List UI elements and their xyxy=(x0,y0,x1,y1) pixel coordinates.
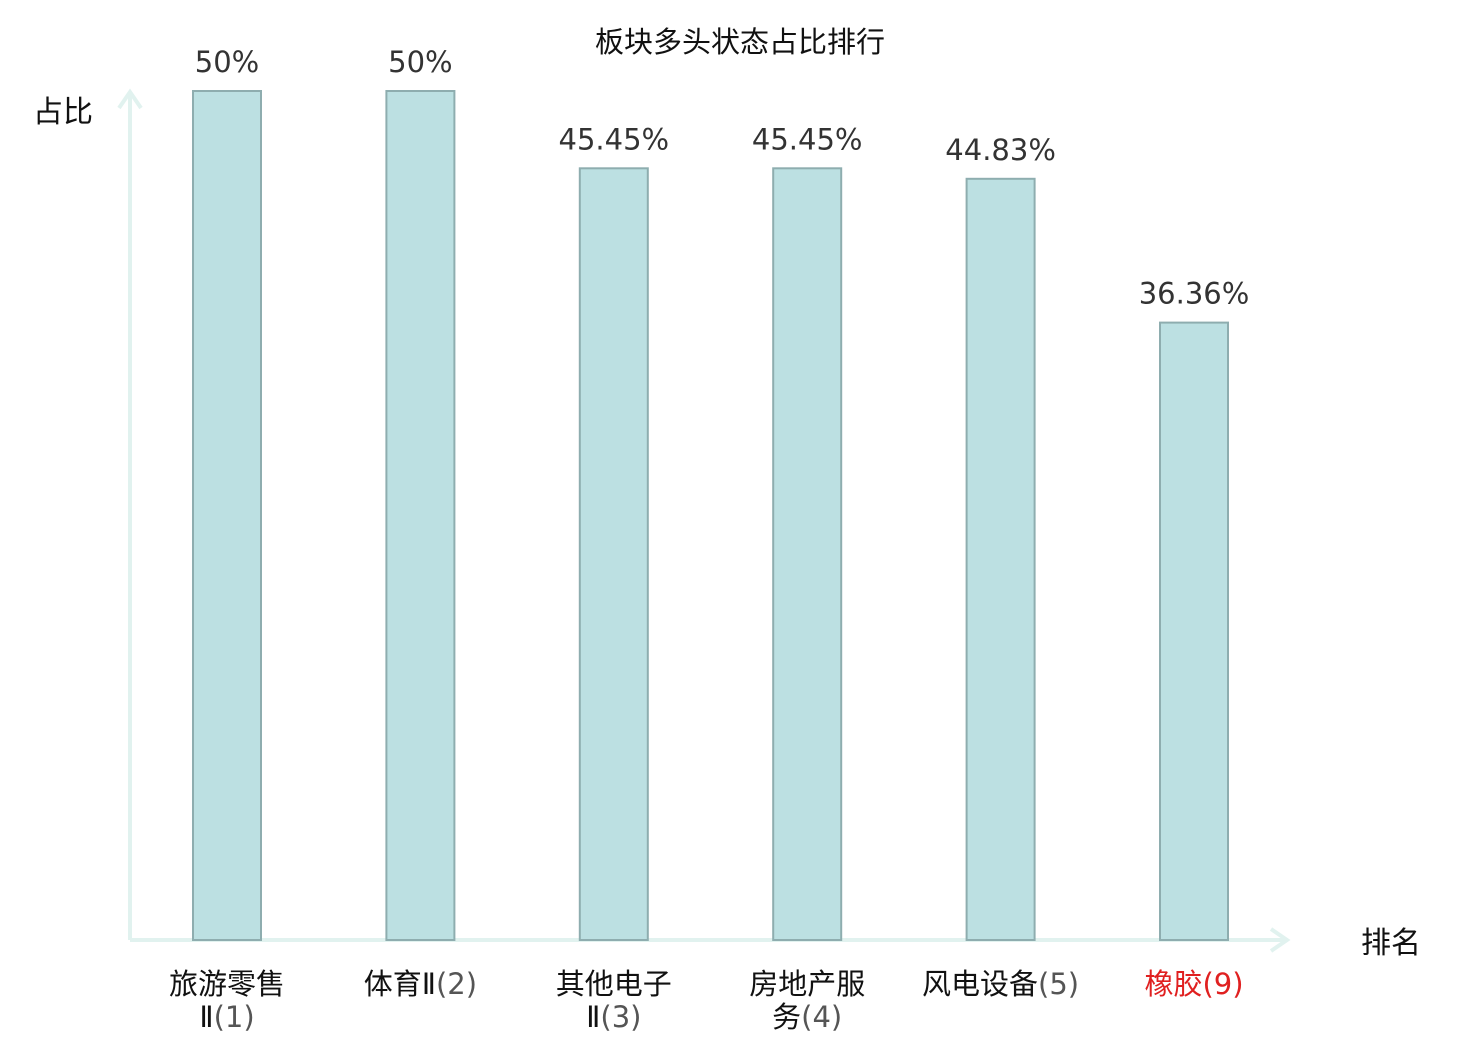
category-label-line: Ⅱ xyxy=(586,1000,600,1034)
category-label: 旅游零售 Ⅱ(1) xyxy=(169,967,285,1034)
category-label-line: 橡胶 xyxy=(1144,967,1202,1001)
bar-value-label: 45.45% xyxy=(559,122,670,156)
bar-value-label: 50% xyxy=(195,45,259,79)
category-label: 风电设备(5) xyxy=(922,967,1079,1001)
category-label: 橡胶(9) xyxy=(1144,967,1243,1001)
value-labels-group: 50% 50% 45.45% 45.45% 44.83% 36.36% xyxy=(195,45,1250,311)
category-label-line: 其他电子 xyxy=(556,967,672,1001)
category-rank: (9) xyxy=(1202,967,1243,1001)
bar-value-label: 50% xyxy=(388,45,452,79)
category-label-line: 体育Ⅱ xyxy=(364,967,436,1001)
chart-title: 板块多头状态占比排行 xyxy=(595,25,885,59)
y-axis-arrow xyxy=(117,88,143,110)
y-axis-label: 占比 xyxy=(33,95,93,130)
category-label-line: Ⅱ xyxy=(199,1000,213,1034)
category-label: 体育Ⅱ(2) xyxy=(364,967,477,1001)
category-label-line: 房地产服 xyxy=(749,967,865,1001)
category-label: 房地产服务(4) xyxy=(749,967,865,1034)
x-axis-label: 排名 xyxy=(1361,926,1421,961)
category-labels-group: 旅游零售 Ⅱ(1)体育Ⅱ(2) 其他电子 Ⅱ(3)房地产服务(4)风电设备(5) 橡胶(… xyxy=(169,967,1244,1034)
bar-value-label: 36.36% xyxy=(1139,277,1250,311)
bar xyxy=(385,90,456,941)
bar xyxy=(578,167,649,942)
category-rank: (2) xyxy=(436,967,477,1001)
category-rank: (3) xyxy=(600,1000,641,1034)
bar-value-label: 45.45% xyxy=(752,122,863,156)
category-rank: (1) xyxy=(214,1000,255,1034)
bar xyxy=(192,90,262,941)
category-rank: (5) xyxy=(1038,967,1079,1001)
category-label: 其他电子 Ⅱ(3) xyxy=(556,967,672,1034)
category-label-line: 风电设备 xyxy=(922,967,1038,1001)
bar xyxy=(965,177,1036,942)
category-label-line: 务 xyxy=(772,1000,801,1034)
category-rank: (4) xyxy=(801,1000,842,1034)
category-label-line: 旅游零售 xyxy=(169,967,285,1001)
bars-group xyxy=(192,90,1229,942)
x-axis-arrow xyxy=(1269,927,1291,953)
bar xyxy=(772,167,843,942)
bar-value-label: 44.83% xyxy=(945,133,1056,167)
bar xyxy=(1159,321,1229,942)
axes xyxy=(117,88,1291,953)
